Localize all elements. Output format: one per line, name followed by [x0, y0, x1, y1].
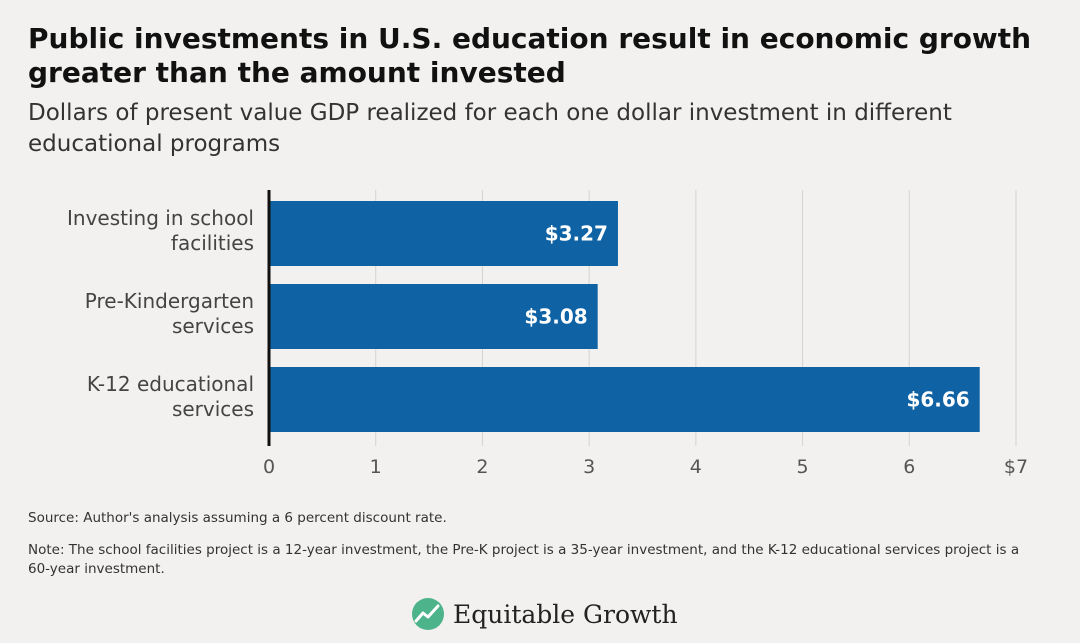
bar [269, 201, 618, 266]
x-tick-label: 6 [903, 456, 915, 478]
growth-chart-icon [412, 598, 444, 630]
category-label: Pre-Kindergarten services [85, 289, 254, 338]
bar-value-label: $6.66 [906, 388, 969, 412]
x-tick-label: 4 [690, 456, 702, 478]
source-note: Source: Author's analysis assuming a 6 p… [28, 510, 447, 526]
x-tick-label: $7 [1004, 456, 1028, 478]
footnote: Note: The school facilities project is a… [28, 542, 1020, 577]
bar-value-label: $3.08 [524, 305, 587, 329]
x-tick-label: 0 [263, 456, 275, 478]
bar [269, 284, 598, 349]
bar-value-label: $3.27 [545, 222, 608, 246]
labels: 0 1 2 3 4 5 6 $7 $3.27 Investing in school facilit… [67, 206, 1028, 478]
x-tick-label: 5 [797, 456, 809, 478]
brand-logo: Equitable Growth [411, 596, 678, 632]
bars [269, 201, 980, 432]
chart-subtitle: Dollars of present value GDP realized fo… [28, 100, 952, 157]
x-tick-label: 1 [370, 456, 382, 478]
chart-title: Public investments in U.S. education res… [28, 22, 1032, 89]
logo-text: Equitable Growth [453, 599, 678, 629]
x-tick-label: 3 [583, 456, 595, 478]
category-label: K-12 educational services [87, 372, 254, 421]
x-tick-label: 2 [476, 456, 488, 478]
bar [269, 367, 980, 432]
category-label: Investing in school facilities [67, 206, 254, 255]
